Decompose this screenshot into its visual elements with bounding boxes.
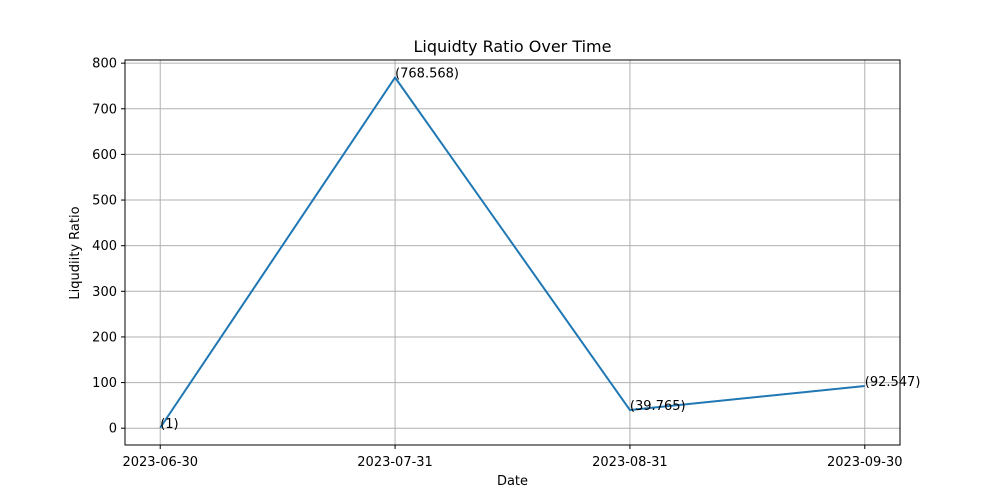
y-tick-label: 0 <box>109 422 117 437</box>
x-tick-label: 2023-08-31 <box>592 455 668 470</box>
axis-ticks: 2023-06-30 2023-07-31 2023-08-31 2023-09-30… <box>92 57 902 470</box>
y-tick-label: 500 <box>92 194 117 209</box>
y-tick-label: 800 <box>92 57 117 72</box>
data-label: (768.568) <box>395 66 459 81</box>
y-tick-label: 400 <box>92 239 117 254</box>
data-label: (1) <box>160 417 178 432</box>
y-tick-label: 100 <box>92 376 117 391</box>
grid <box>125 60 900 445</box>
y-tick-label: 200 <box>92 330 117 345</box>
x-tick-label: 2023-06-30 <box>122 455 198 470</box>
data-label: (92.547) <box>865 375 921 390</box>
y-tick-label: 600 <box>92 148 117 163</box>
plot-area-border <box>124 59 901 446</box>
x-tick-label: 2023-09-30 <box>827 455 903 470</box>
y-axis-label: Liqudiity Ratio <box>68 206 83 299</box>
series-line-group <box>159 76 865 429</box>
series-line <box>159 76 865 429</box>
plot-frame <box>124 59 901 446</box>
chart-title: Liquidty Ratio Over Time <box>414 37 612 56</box>
y-tick-label: 700 <box>92 102 117 117</box>
x-tick-label: 2023-07-31 <box>357 455 433 470</box>
data-label: (39.765) <box>630 399 686 414</box>
data-labels: (1) (768.568) (39.765) (92.547) <box>160 66 920 431</box>
y-tick-label: 300 <box>92 285 117 300</box>
x-axis-label: Date <box>497 474 528 489</box>
